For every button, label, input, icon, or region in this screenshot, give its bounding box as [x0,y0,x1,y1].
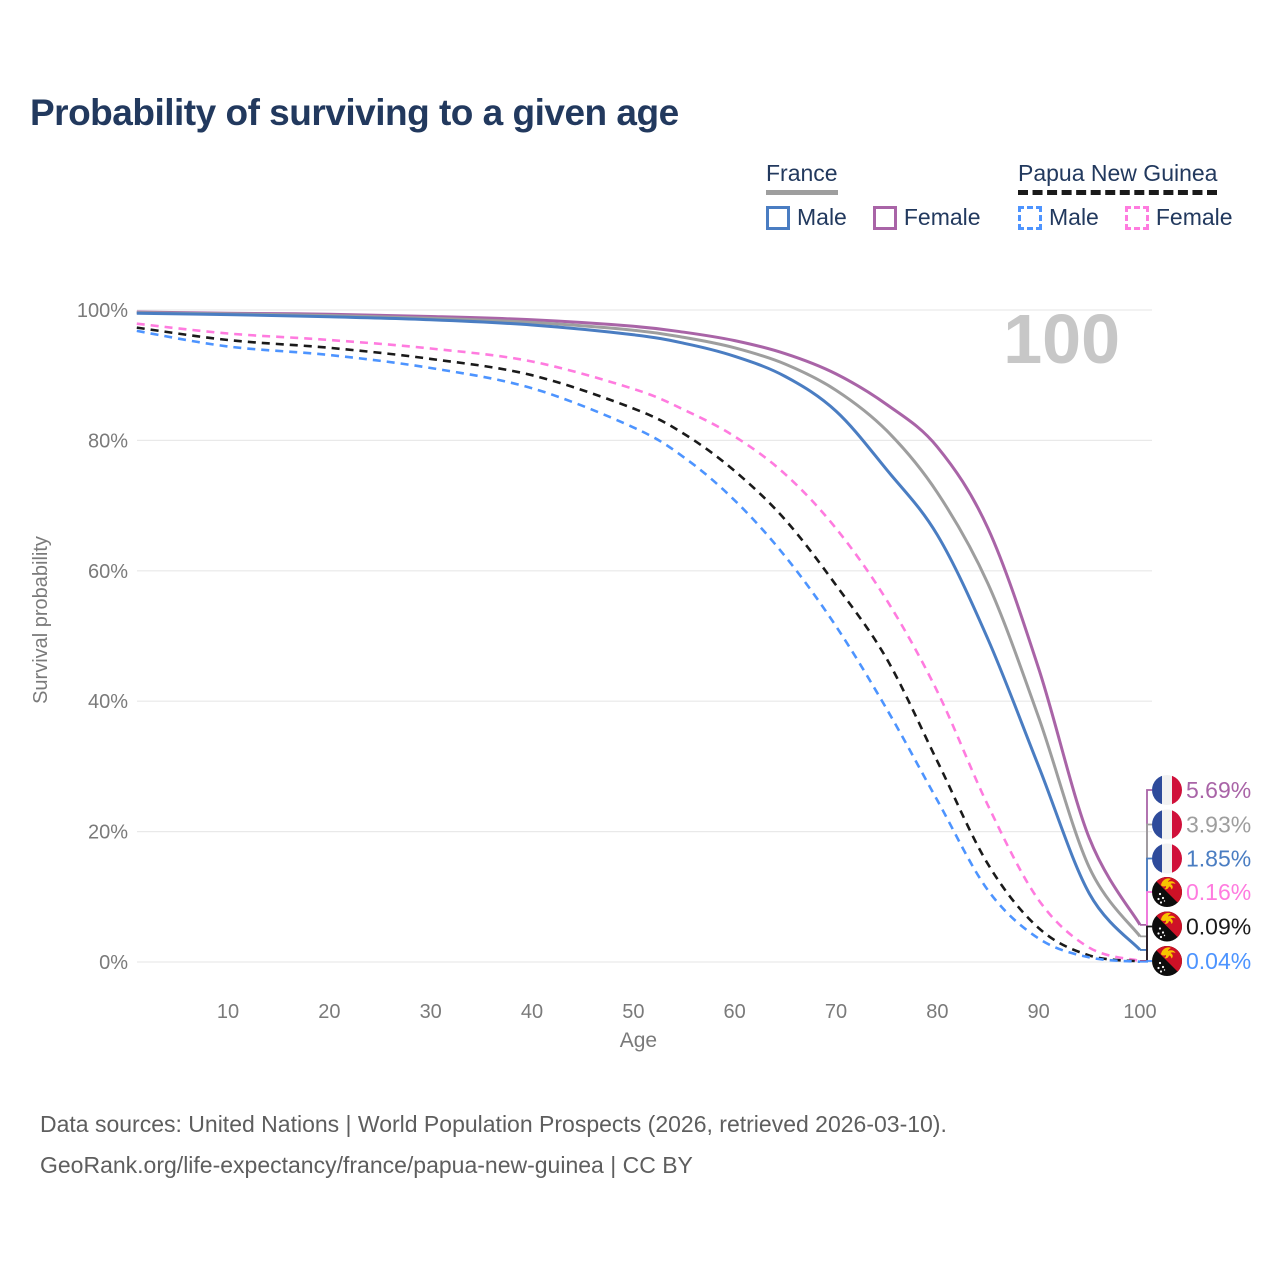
papua-new-guinea-flag-icon [1152,877,1182,907]
x-tick-label-100: 100 [1123,1001,1156,1023]
series-line-france-male [136,311,1142,951]
x-tick-label-60: 60 [724,1001,746,1023]
footer: Data sources: United Nations | World Pop… [40,1104,947,1186]
x-tick-label-10: 10 [217,1001,239,1023]
end-label-france-male: 1.85% [1186,846,1251,872]
x-tick-label-40: 40 [521,1001,543,1023]
y-tick-label-100: 100% [77,300,128,322]
legend-label-png-female: Female [1155,204,1233,230]
legend-item-png-male: Male [1018,204,1099,231]
legend-label-france-female: Female [903,204,981,230]
end-label-papua-new-guinea-both-sexes: 0.09% [1186,914,1251,940]
end-label-papua-new-guinea-male: 0.04% [1186,948,1251,974]
france-flag-icon [1152,843,1182,874]
leader-line-papua-new-guinea-both-sexes [1140,925,1152,963]
leader-line-papua-new-guinea-male [1140,960,1152,963]
leader-line-france-both-sexes [1140,823,1152,938]
y-tick-label-60: 60% [88,561,128,583]
age-100-watermark: 100 [1003,300,1120,378]
y-tick-label-20: 20% [88,822,128,844]
legend-title-papua-new-guinea: Papua New Guinea [1018,160,1218,195]
france-female-swatch-icon [872,205,897,230]
page-title: Probability of surviving to a given age [30,92,679,133]
x-tick-label-80: 80 [926,1001,948,1023]
x-tick-label-20: 20 [318,1001,340,1023]
france-flag-icon [1152,775,1182,805]
series-line-papua-new-guinea-both-sexes [136,326,1141,963]
legend-items-papua-new-guinea: Male Female [1018,204,1233,231]
series-line-france-female [136,310,1142,926]
leader-line-france-female [1140,789,1152,926]
y-tick-label-80: 80% [88,430,128,452]
x-axis-title: Age [620,1029,657,1052]
y-axis-title: Survival probability [30,536,52,704]
legend-label-png-male: Male [1049,204,1099,230]
end-label-france-female: 5.69% [1186,777,1251,803]
series-line-france-both-sexes [136,311,1142,938]
x-tick-label-70: 70 [825,1001,847,1023]
legend-group-papua-new-guinea: Papua New Guinea Male Female [1018,160,1233,231]
legend-items-france: Male Female [766,204,981,231]
x-tick-label-50: 50 [622,1001,644,1023]
x-tick-label-90: 90 [1028,1001,1050,1023]
legend-item-france-male: Male [766,204,847,231]
y-tick-label-0: 0% [99,952,128,974]
legend-item-png-female: Female [1124,204,1233,231]
legend-group-france: France Male Female [766,160,981,231]
legend-title-france: France [766,160,838,195]
footer-data-sources: Data sources: United Nations | World Pop… [40,1111,947,1137]
png-male-swatch-icon [1018,205,1042,230]
legend-label-france-male: Male [797,204,847,230]
end-label-france-both-sexes: 3.93% [1186,812,1251,838]
series-line-papua-new-guinea-male [136,329,1141,963]
y-tick-label-40: 40% [88,691,128,713]
png-female-swatch-icon [1124,205,1149,230]
footer-attribution: GeoRank.org/life-expectancy/france/papua… [40,1152,693,1178]
end-label-papua-new-guinea-female: 0.16% [1186,879,1251,905]
legend-item-france-female: Female [872,204,981,231]
france-male-swatch-icon [766,205,790,230]
series-line-papua-new-guinea-female [136,322,1141,963]
papua-new-guinea-flag-icon [1152,911,1182,942]
papua-new-guinea-flag-icon [1152,946,1182,976]
france-flag-icon [1152,809,1182,840]
x-tick-label-30: 30 [420,1001,442,1023]
